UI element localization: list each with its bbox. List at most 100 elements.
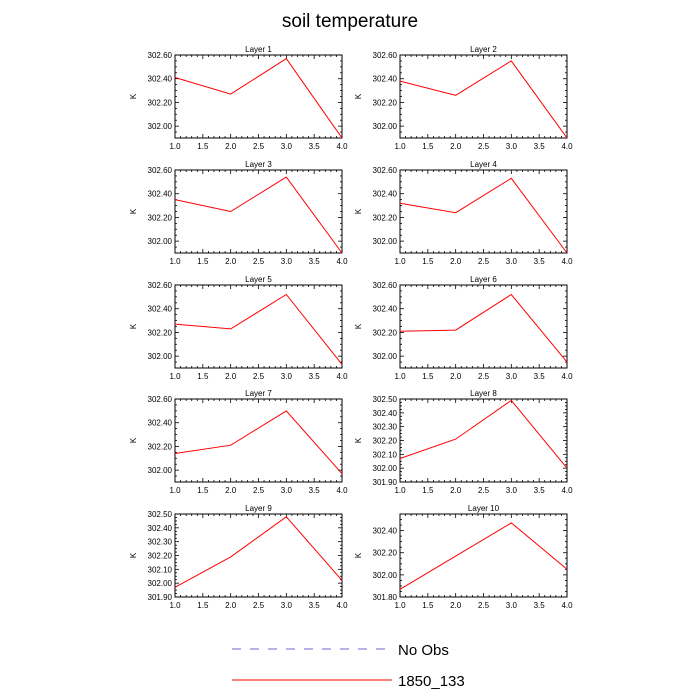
y-tick-label: 302.00 — [148, 122, 173, 131]
y-tick-label: 302.00 — [373, 464, 398, 473]
x-tick-label: 2.0 — [450, 257, 462, 266]
x-tick-label: 3.0 — [506, 601, 518, 610]
y-tick-label: 302.20 — [373, 328, 398, 337]
x-tick-label: 1.5 — [197, 601, 209, 610]
x-tick-label: 2.0 — [450, 601, 462, 610]
series-line-1850-133 — [174, 410, 343, 475]
x-tick-label: 1.5 — [422, 486, 434, 495]
plot-frame — [399, 513, 568, 598]
x-tick-label: 3.5 — [309, 372, 321, 381]
y-tick-label: 302.20 — [148, 328, 173, 337]
y-axis-label: K — [129, 93, 138, 99]
panel-layer-2: Layer 2 K 1.0 1.5 2.0 2.5 3.0 3.5 4.0 302.00 302.2… — [354, 45, 573, 151]
panel-layer-9: Layer 9 K 1.0 1.5 2.0 2.5 3.0 3.5 4.0 301.90 302.0… — [129, 504, 348, 610]
panel-title: Layer 6 — [470, 275, 497, 284]
y-tick-label: 302.10 — [148, 565, 173, 574]
x-tick-label: 1.0 — [169, 601, 181, 610]
x-tick-label: 2.0 — [225, 372, 237, 381]
y-tick-label: 302.40 — [373, 409, 398, 418]
panel-layer-3: Layer 3 K 1.0 1.5 2.0 2.5 3.0 3.5 4.0 302.00 302.2… — [129, 160, 348, 266]
y-tick-label: 302.30 — [373, 423, 398, 432]
x-tick-label: 3.5 — [534, 142, 546, 151]
series-line-1850-133 — [174, 57, 343, 139]
y-tick-label: 302.60 — [148, 395, 173, 404]
y-tick-label: 302.30 — [148, 538, 173, 547]
x-tick-label: 2.5 — [478, 601, 490, 610]
y-tick-label: 302.00 — [148, 352, 173, 361]
x-tick-label: 3.5 — [309, 142, 321, 151]
x-tick-label: 3.5 — [309, 486, 321, 495]
x-tick-label: 1.5 — [197, 372, 209, 381]
panel-title: Layer 4 — [470, 160, 497, 169]
y-axis-label: K — [129, 323, 138, 329]
panel-layer-4: Layer 4 K 1.0 1.5 2.0 2.5 3.0 3.5 4.0 302.00 302.2… — [354, 160, 573, 266]
y-axis-label: K — [354, 437, 363, 443]
x-tick-label: 4.0 — [336, 257, 348, 266]
y-tick-label: 301.80 — [373, 593, 398, 602]
x-tick-label: 1.0 — [169, 142, 181, 151]
y-tick-label: 302.40 — [148, 419, 173, 428]
x-tick-label: 3.0 — [281, 601, 293, 610]
y-axis-label: K — [129, 437, 138, 443]
panel-title: Layer 1 — [245, 45, 272, 54]
panel-layer-10: Layer 10 K 1.0 1.5 2.0 2.5 3.0 3.5 4.0 301.80 302.… — [354, 504, 573, 610]
panel-layer-1: Layer 1 K 1.0 1.5 2.0 2.5 3.0 3.5 4.0 302.00 302.2… — [129, 45, 348, 151]
series-line-1850-133 — [399, 177, 568, 254]
x-tick-label: 3.0 — [281, 486, 293, 495]
y-tick-label: 302.00 — [373, 352, 398, 361]
y-tick-label: 302.40 — [148, 305, 173, 314]
x-tick-label: 1.5 — [422, 372, 434, 381]
x-tick-label: 3.5 — [309, 601, 321, 610]
y-tick-label: 302.00 — [148, 237, 173, 246]
series-line-1850-133 — [399, 522, 568, 590]
x-tick-label: 3.0 — [506, 257, 518, 266]
panel-title: Layer 3 — [245, 160, 272, 169]
x-tick-label: 2.5 — [253, 142, 265, 151]
x-tick-label: 4.0 — [336, 486, 348, 495]
figure-title: soil temperature — [282, 11, 418, 32]
y-tick-label: 302.00 — [373, 237, 398, 246]
x-tick-label: 4.0 — [561, 601, 573, 610]
y-tick-label: 302.40 — [373, 75, 398, 84]
x-tick-label: 2.5 — [253, 601, 265, 610]
x-tick-label: 3.5 — [309, 257, 321, 266]
panels-grid: Layer 1 K 1.0 1.5 2.0 2.5 3.0 3.5 4.0 302.00 302.2… — [129, 45, 573, 610]
x-tick-label: 1.5 — [197, 486, 209, 495]
panel-layer-8: Layer 8 K 1.0 1.5 2.0 2.5 3.0 3.5 4.0 301.90 302.0… — [354, 389, 573, 495]
y-tick-label: 302.40 — [148, 524, 173, 533]
x-tick-label: 2.0 — [225, 486, 237, 495]
y-tick-label: 302.20 — [373, 213, 398, 222]
y-tick-label: 302.20 — [148, 213, 173, 222]
x-tick-label: 2.0 — [225, 601, 237, 610]
y-tick-label: 302.60 — [373, 51, 398, 60]
x-tick-label: 1.0 — [169, 257, 181, 266]
y-tick-label: 302.00 — [373, 571, 398, 580]
x-tick-label: 1.5 — [197, 257, 209, 266]
panel-layer-7: Layer 7 K 1.0 1.5 2.0 2.5 3.0 3.5 4.0 302.00 302.2… — [129, 389, 348, 495]
series-line-1850-133 — [174, 293, 343, 365]
x-tick-label: 2.0 — [450, 486, 462, 495]
y-tick-label: 302.50 — [148, 510, 173, 519]
x-tick-label: 3.0 — [281, 257, 293, 266]
x-tick-label: 2.0 — [225, 142, 237, 151]
x-tick-label: 4.0 — [561, 486, 573, 495]
y-tick-label: 301.90 — [148, 593, 173, 602]
y-tick-label: 302.60 — [148, 51, 173, 60]
plot-frame — [174, 398, 343, 483]
y-tick-label: 302.40 — [373, 527, 398, 536]
x-tick-label: 1.5 — [422, 257, 434, 266]
y-tick-label: 302.00 — [148, 466, 173, 475]
plot-frame — [174, 169, 343, 254]
x-tick-label: 1.5 — [422, 601, 434, 610]
x-tick-label: 3.5 — [534, 601, 546, 610]
series-line-1850-133 — [399, 399, 568, 469]
plot-frame — [399, 398, 568, 483]
x-tick-label: 3.5 — [534, 372, 546, 381]
y-axis-label: K — [129, 552, 138, 558]
x-tick-label: 2.5 — [478, 372, 490, 381]
panel-layer-5: Layer 5 K 1.0 1.5 2.0 2.5 3.0 3.5 4.0 302.00 302.2… — [129, 275, 348, 381]
y-tick-label: 302.40 — [373, 305, 398, 314]
y-axis-label: K — [354, 323, 363, 329]
x-tick-label: 1.5 — [422, 142, 434, 151]
